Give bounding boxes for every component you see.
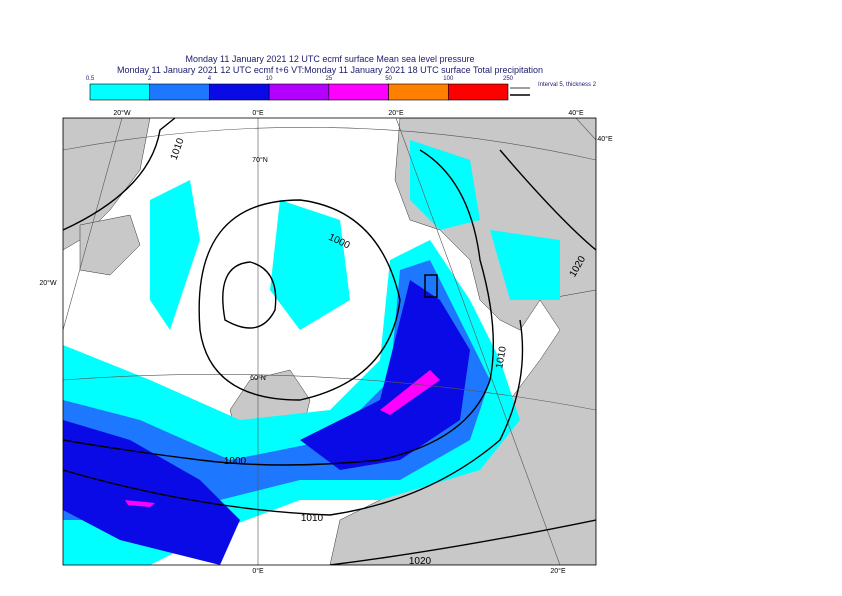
map-frame [62, 117, 597, 566]
legend-swatch [268, 83, 330, 101]
map [63, 118, 596, 565]
legend-note: Interval 5, thickness 2 [538, 82, 597, 88]
isobar-label: 1010 [301, 513, 324, 524]
lon-label: 20°W [113, 109, 131, 117]
legend-level: 4 [208, 76, 212, 82]
legend-level: 10 [266, 76, 273, 82]
title-line-1: Monday 11 January 2021 12 UTC ecmf surfa… [186, 54, 475, 64]
lon-label: 40°E [597, 135, 613, 143]
lon-label: 20°E [388, 109, 404, 117]
lat-label: 60°N [250, 374, 266, 382]
lat-label: 20°W [39, 279, 57, 287]
legend-swatch [89, 83, 151, 101]
isobar-label: 1020 [409, 556, 432, 567]
legend-swatch [328, 83, 389, 101]
lon-label: 40°E [568, 109, 584, 117]
legend-swatch [149, 83, 210, 101]
legend-level: 0.5 [86, 76, 95, 82]
legend-level: 2 [148, 76, 152, 82]
legend-level: 100 [443, 76, 454, 82]
lon-label: 20°E [550, 567, 566, 575]
lon-label: 0°E [252, 567, 264, 575]
isobar-label: 1000 [224, 456, 247, 467]
legend-swatch [209, 83, 270, 101]
legend-swatch [447, 83, 509, 101]
legend: 0.5 2 4 10 25 50 100 250 [86, 76, 514, 101]
title-line-2: Monday 11 January 2021 12 UTC ecmf t+6 V… [117, 65, 543, 75]
lon-label: 0°E [252, 109, 264, 117]
isobar-label: 1010 [494, 345, 509, 369]
legend-level: 250 [503, 76, 514, 82]
legend-swatch [388, 83, 449, 101]
legend-level: 25 [326, 76, 333, 82]
lat-label: 70°N [252, 156, 268, 164]
legend-level: 50 [385, 76, 392, 82]
